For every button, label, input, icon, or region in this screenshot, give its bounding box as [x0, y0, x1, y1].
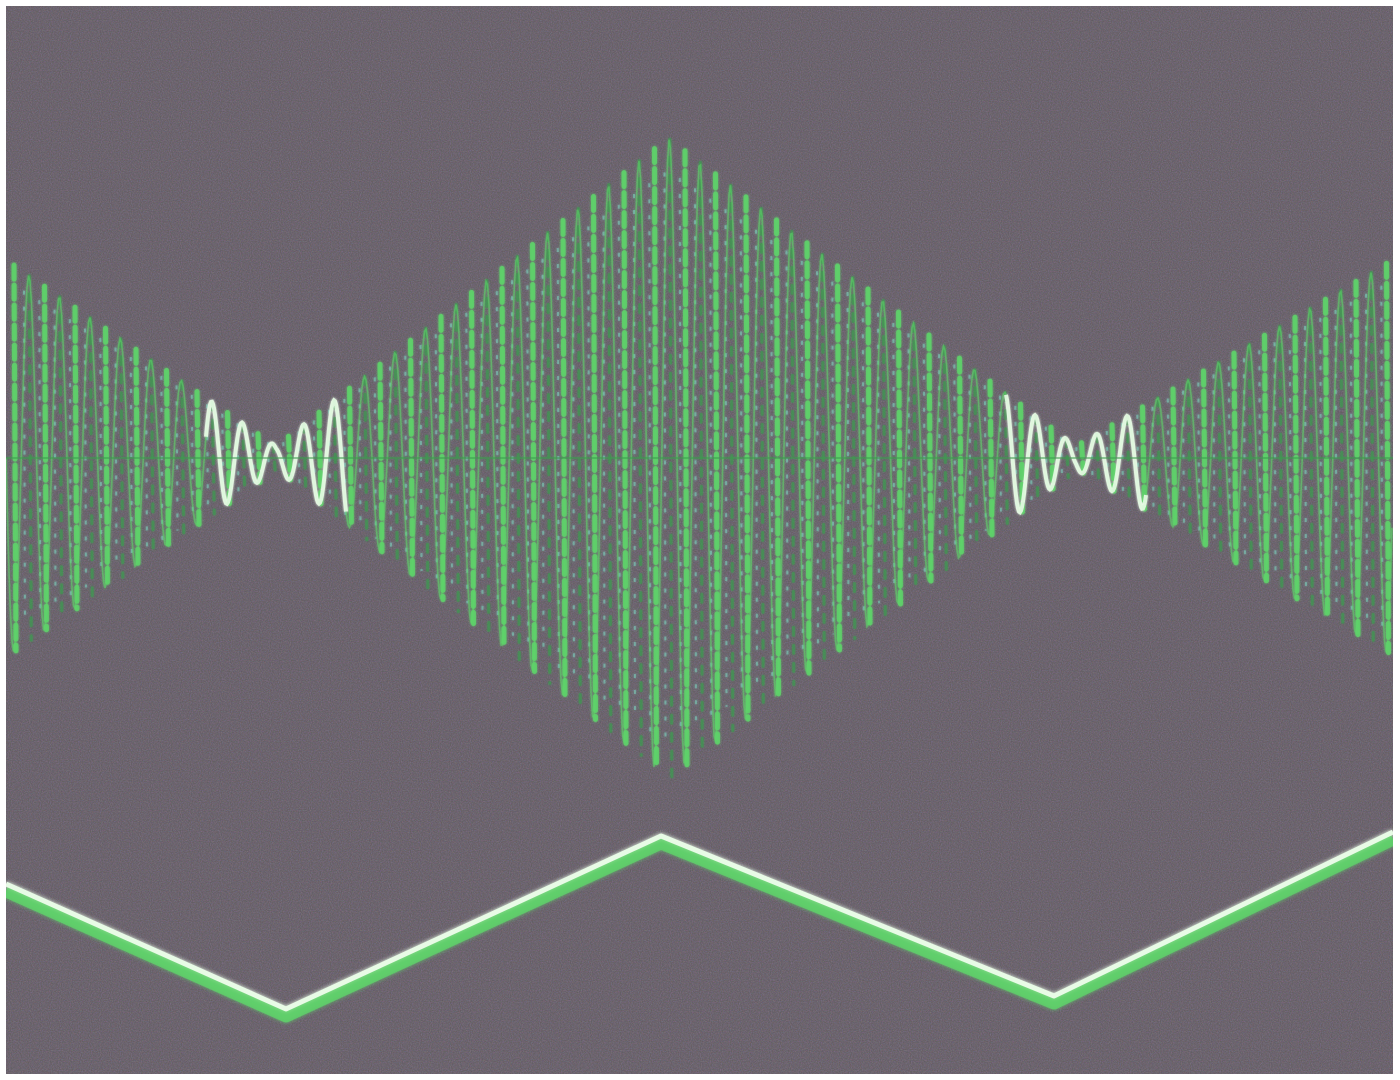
triangle-wave-glow [6, 833, 1393, 1023]
carrier-stroke [576, 207, 582, 709]
carrier-stroke [881, 299, 887, 617]
carrier-stroke-faint [1365, 293, 1368, 623]
carrier-stroke [454, 302, 460, 614]
triangle-wave-line [6, 829, 1393, 1012]
carrier-stroke [271, 442, 277, 474]
carrier-stroke [1353, 278, 1361, 638]
carrier-stroke [790, 229, 796, 687]
carrier-stroke [393, 350, 399, 566]
carrier-stroke-faint [694, 188, 697, 728]
carrier-stroke [1003, 391, 1009, 525]
carrier-stroke-faint [1014, 405, 1018, 511]
oscilloscope-display [6, 6, 1393, 1074]
carrier-stroke-faint [129, 356, 133, 560]
carrier-stroke-faint [450, 323, 453, 593]
carrier-stroke [485, 278, 491, 638]
node-highlight [204, 397, 348, 512]
carrier-stroke-faint [404, 355, 408, 561]
carrier-stroke [987, 378, 995, 538]
triangle-wave-trace [6, 829, 1393, 1023]
carrier-stroke [759, 206, 765, 710]
carrier-stroke-faint [1060, 436, 1063, 480]
carrier-stroke [363, 374, 369, 542]
oscilloscope-screen [6, 6, 1393, 1074]
carrier-stroke [302, 422, 308, 494]
carrier-stroke [88, 316, 94, 600]
carrier-stroke [119, 337, 125, 579]
node-highlight [1004, 394, 1148, 516]
carrier-stroke-faint [572, 237, 575, 679]
carrier-stroke [973, 368, 979, 548]
carrier-stroke [546, 231, 552, 685]
carrier-stroke-faint [800, 260, 804, 656]
carrier-stroke [668, 137, 674, 779]
am-modulated-trace [6, 137, 1393, 779]
